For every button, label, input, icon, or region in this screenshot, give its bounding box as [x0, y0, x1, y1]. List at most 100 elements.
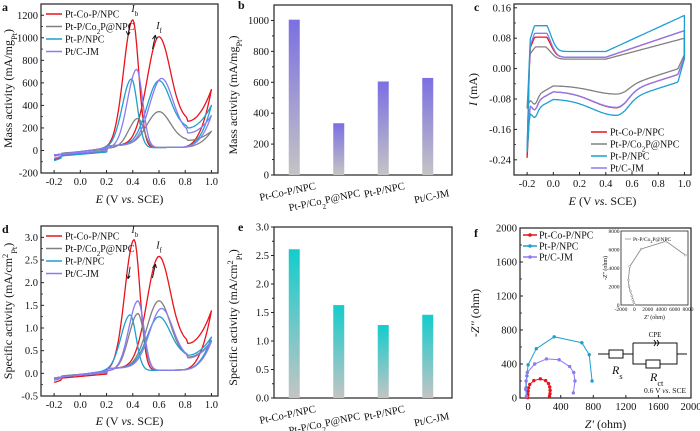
legend-marker: [528, 255, 532, 259]
y-tick-label: 0.5: [25, 346, 38, 357]
x-tick-label: 0.4: [126, 400, 140, 411]
y-tick-label: 0: [512, 394, 517, 405]
nyquist-point: [548, 385, 552, 389]
y-axis-label-part: 2: [1, 254, 10, 258]
x-axis-label: E (V vs. SCE): [568, 194, 637, 208]
inset-y-tick-label: 6000: [609, 248, 620, 254]
nyquist-point: [547, 394, 552, 398]
inset-legend-label-part: P@NPC: [652, 237, 671, 243]
x-axis-label-part: . SCE): [131, 414, 163, 428]
legend-label: Pt-P/NPC: [610, 152, 650, 163]
panel-c: -0.2 0.0 0.2 0.4 0.6 0.8 1.0 -0.24 -0.16 -0.08 0.0…: [466, 0, 692, 208]
category-label-part: Pt-P/Co: [288, 419, 323, 431]
y-axis-label-part: Mass activity (mA/mg: [1, 40, 15, 148]
nyquist-point: [580, 341, 584, 345]
rs-label-part: R: [611, 363, 620, 377]
rct-label: Rct: [649, 370, 664, 388]
y-tick-label: 1.0: [25, 324, 38, 335]
nyquist-point: [571, 391, 576, 395]
x-axis-label-part: (ohm): [594, 417, 626, 431]
y-axis-label-part: Specific activity (mA/cm: [226, 264, 240, 386]
nyquist-point: [524, 379, 528, 383]
panel-b: 02004006008001000Pt-Co-P/NPCPt-P/Co2P@NP…: [226, 0, 453, 214]
y-tick-label: 600: [253, 78, 269, 89]
panel-letter: f: [474, 226, 479, 240]
nyquist-point: [590, 379, 594, 383]
peak-annotation-part: f: [160, 247, 163, 255]
y-tick-label: 1000: [248, 16, 269, 27]
category-label-part: P@NPC: [324, 411, 361, 429]
x-axis-label-part: Z': [585, 417, 595, 431]
y-tick-label: 1200: [496, 292, 517, 303]
cv-curve-3: [53, 68, 213, 160]
bar: [377, 81, 389, 175]
y-tick-label: 200: [22, 123, 38, 134]
plot-frame: [40, 3, 219, 174]
y-axis-label: Specific activity (mA/cm2Pt): [226, 249, 244, 385]
legend-label-part: Pt-P/NPC: [65, 35, 105, 46]
nyquist-point: [587, 352, 591, 357]
legend-label: Pt-P/Co2P@NPC: [610, 140, 680, 154]
y-tick-label: 800: [253, 47, 269, 58]
nyquist-point: [526, 363, 530, 367]
inset-y-axis-label-part: (ohm): [602, 256, 609, 272]
y-tick-label: 1.5: [25, 301, 38, 312]
inset-x-tick-label: 2000: [642, 307, 653, 313]
y-tick-label: -200: [19, 169, 38, 180]
inset-point: [630, 294, 633, 297]
x-axis-label: E (V vs. SCE): [95, 192, 164, 206]
peak-annotation: Ib: [130, 4, 138, 18]
bar: [333, 305, 345, 398]
nyquist-point: [524, 387, 528, 392]
rct-label-part: R: [649, 370, 658, 384]
x-tick-label: 0.6: [625, 179, 638, 190]
y-tick-label: 0: [264, 171, 269, 182]
peak-annotation-part: I: [130, 225, 135, 236]
inset-y-axis-label: -Z'' (ohm): [602, 256, 609, 280]
cpe-element: [653, 339, 660, 347]
inset-point: [627, 278, 630, 282]
x-axis-label: E (V vs. SCE): [95, 414, 164, 428]
y-tick-label: 800: [501, 326, 517, 337]
y-axis-label-part: Mass activity (mA/mg: [226, 47, 240, 155]
x-tick-label: 1.0: [678, 179, 691, 190]
nyquist-point: [546, 381, 551, 386]
bar: [288, 19, 300, 175]
panel-letter: d: [2, 222, 9, 236]
plot-frame: [273, 4, 453, 176]
inset-x-tick-label: 6000: [669, 307, 680, 313]
cv-curve-2: [53, 78, 213, 162]
nyquist-point: [572, 370, 576, 375]
x-axis-label-part: . SCE): [604, 194, 636, 208]
cv-curve-2: [526, 14, 686, 153]
legend-label: Pt/C-JM: [610, 164, 644, 175]
rs-resistor: [608, 349, 624, 359]
legend-label-part: Pt-P/Co: [65, 22, 97, 33]
y-axis-label-part: -Z'': [468, 321, 482, 337]
peak-annotation-part: I: [130, 4, 135, 15]
x-tick-label: 0.6: [152, 177, 165, 188]
y-axis-label-part: (ohm): [468, 289, 482, 321]
up-arrow-icon: [152, 263, 157, 279]
legend-label-part: 2: [97, 250, 101, 258]
y-axis-label-part: 2: [226, 260, 235, 264]
y-axis-label-part: Pt: [10, 32, 19, 40]
x-axis-label-part: (V: [103, 414, 121, 428]
nyquist-point: [538, 377, 543, 381]
y-axis-label-part: Pt: [235, 39, 244, 47]
nyquist-point: [525, 370, 530, 375]
legend-label-part: Pt-P/Co: [65, 244, 97, 255]
x-tick-label: 0.2: [100, 400, 113, 411]
x-tick-label: 0.2: [573, 179, 586, 190]
legend-label: Pt-Co-P/NPC: [65, 232, 120, 243]
nyquist-point: [548, 392, 552, 396]
nyquist-point: [532, 362, 537, 366]
y-axis-label-part: (mA): [466, 73, 480, 102]
x-axis-label-part: E: [95, 414, 104, 428]
legend-label-part: P@NPC: [100, 22, 135, 33]
x-axis-label-part: (V: [103, 192, 121, 206]
inset-y-tick-label: 4000: [609, 266, 620, 272]
legend-label: Pt-Co-P/NPC: [65, 10, 120, 21]
inset-x-tick-label: 0: [633, 307, 636, 313]
legend-label-part: Pt/C-JM: [65, 47, 99, 58]
